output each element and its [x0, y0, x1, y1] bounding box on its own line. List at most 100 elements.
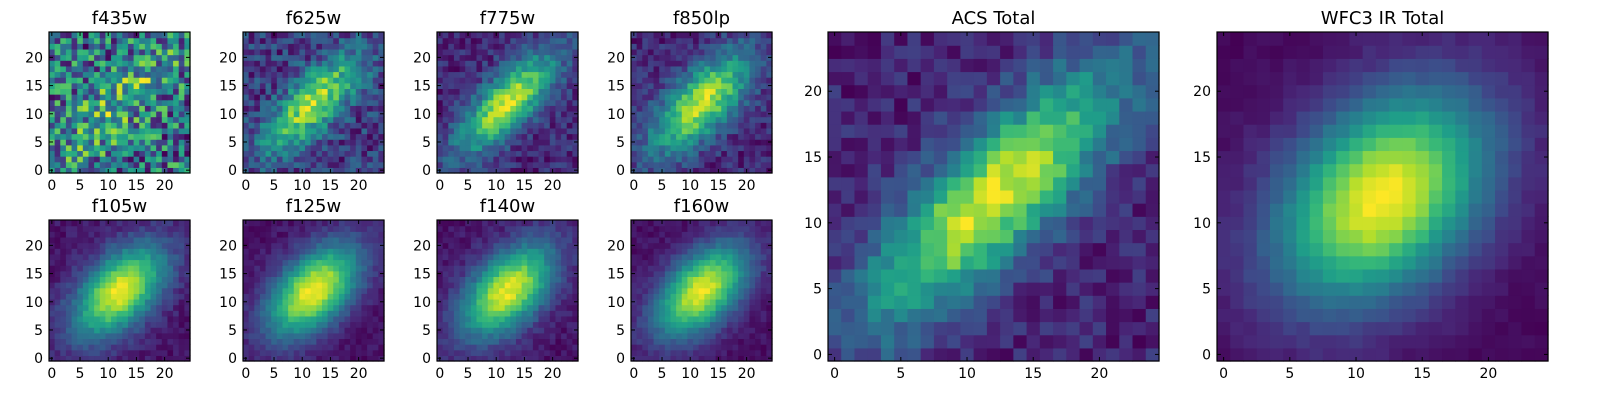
heatmap-cell [515, 259, 523, 266]
heatmap-cell [350, 99, 357, 106]
heatmap-cell [367, 99, 374, 106]
heatmap-cell [54, 71, 61, 78]
heatmap-cell [243, 276, 250, 283]
heatmap-cell [448, 161, 455, 168]
heatmap-cell [82, 270, 90, 277]
heatmap-cell [316, 139, 323, 146]
heatmap-cell [144, 220, 152, 227]
heatmap-cell [442, 127, 449, 135]
heatmap-cell [709, 270, 717, 277]
heatmap-cell [282, 338, 289, 345]
heatmap-cell [344, 127, 351, 135]
heatmap-cell [372, 287, 379, 294]
heatmap-cell [549, 99, 557, 106]
heatmap-cell [521, 327, 528, 334]
heatmap-cell [65, 71, 73, 78]
heatmap-cell [276, 65, 284, 73]
heatmap-cell [127, 355, 135, 362]
heatmap-cell [271, 321, 278, 328]
heatmap-cell [49, 231, 56, 238]
heatmap-cell [254, 150, 261, 157]
heatmap-cell [459, 60, 466, 67]
heatmap-cell [670, 327, 677, 334]
heatmap-cell [338, 265, 346, 272]
heatmap-cell [566, 110, 573, 118]
heatmap-cell [184, 349, 191, 356]
heatmap-cell [293, 105, 300, 112]
heatmap-cell [760, 293, 767, 300]
heatmap-cell [305, 48, 312, 56]
heatmap-cell [282, 122, 289, 129]
heatmap-cell [167, 122, 174, 129]
heatmap-cell [178, 287, 185, 294]
heatmap-cell [448, 156, 455, 163]
heatmap-cell [448, 110, 455, 118]
heatmap-cell [71, 231, 78, 238]
heatmap-cell [173, 32, 180, 39]
heatmap-cell [499, 332, 506, 340]
heatmap-cell [532, 253, 540, 261]
heatmap-cell [755, 32, 762, 39]
heatmap-cell [178, 48, 185, 56]
heatmap-cell [243, 225, 250, 232]
heatmap-cell [676, 349, 683, 356]
heatmap-cell [532, 60, 540, 67]
heatmap-cell [316, 65, 323, 73]
heatmap-cell [82, 220, 90, 227]
heatmap-cell [470, 236, 478, 244]
heatmap-cell [259, 54, 267, 61]
heatmap-cell [167, 270, 174, 277]
heatmap-cell [344, 48, 351, 56]
heatmap-cell [687, 287, 694, 294]
heatmap-cell [715, 122, 722, 129]
heatmap-cell [316, 304, 323, 311]
heatmap-cell [566, 259, 573, 266]
heatmap-cell [77, 65, 84, 73]
heatmap-cell [184, 287, 191, 294]
heatmap-cell [721, 293, 728, 300]
heatmap-cell [459, 298, 466, 306]
heatmap-cell [321, 287, 329, 294]
heatmap-cell [150, 122, 157, 129]
heatmap-cell [482, 48, 489, 56]
heatmap-cell [566, 236, 573, 244]
heatmap-cell [184, 150, 191, 157]
heatmap-cell [71, 48, 78, 56]
heatmap-cell [642, 71, 649, 78]
heatmap-cell [561, 236, 568, 244]
heatmap-cell [760, 48, 767, 56]
heatmap-cell [293, 321, 300, 328]
heatmap-cell [636, 276, 643, 283]
heatmap-cell [161, 77, 169, 84]
heatmap-cell [333, 122, 340, 129]
heatmap-cell [670, 304, 677, 311]
heatmap-cell [161, 43, 169, 50]
heatmap-cell [139, 60, 146, 67]
heatmap-cell [698, 270, 705, 277]
heatmap-cell [65, 282, 73, 289]
heatmap-cell [77, 321, 84, 328]
heatmap-cell [316, 315, 323, 323]
heatmap-cell [532, 71, 540, 78]
heatmap-cell [305, 349, 312, 356]
heatmap-cell [276, 48, 284, 56]
heatmap-cell [372, 54, 379, 61]
heatmap-cell [60, 332, 67, 340]
heatmap-cell [173, 60, 180, 67]
heatmap-cell [111, 161, 118, 168]
heatmap-cell [327, 139, 334, 146]
heatmap-cell [470, 54, 478, 61]
heatmap-cell [327, 304, 334, 311]
heatmap-cell [670, 71, 677, 78]
heatmap-cell [139, 332, 146, 340]
heatmap-cell [372, 315, 379, 323]
heatmap-cell [372, 88, 379, 95]
heatmap-cell [77, 310, 84, 317]
heatmap-cell [693, 344, 700, 351]
heatmap-cell [442, 332, 449, 340]
heatmap-cell [561, 150, 568, 157]
heatmap-cell [561, 156, 568, 163]
heatmap-cell [561, 110, 568, 118]
heatmap-cell [681, 276, 688, 283]
heatmap-cell [664, 310, 672, 317]
